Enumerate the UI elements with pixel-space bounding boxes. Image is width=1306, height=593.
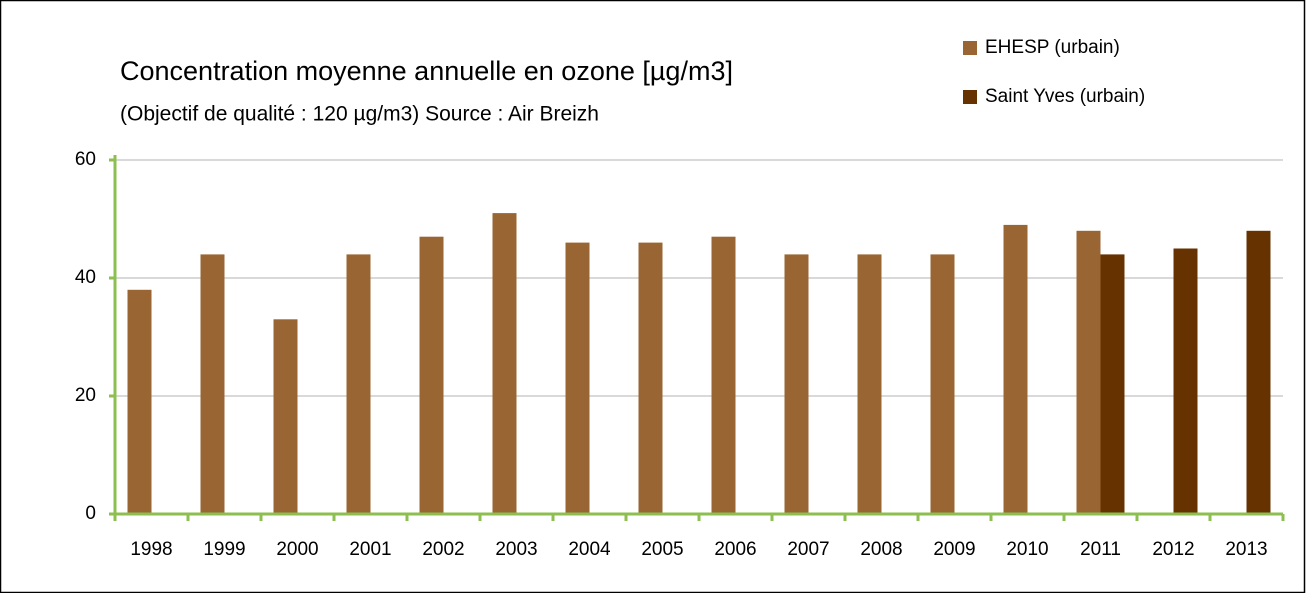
bar [638,242,663,514]
y-tick-label: 20 [75,385,96,406]
x-tick-label: 2008 [860,539,902,560]
x-tick-label: 2004 [568,539,611,560]
x-tick-label: 2007 [787,539,829,560]
bar [930,254,955,514]
legend-swatch [963,41,977,55]
bar [200,254,225,514]
x-tick-label: 2005 [641,539,683,560]
x-tick-label: 2010 [1006,539,1048,560]
bar [419,236,444,514]
bar [1003,224,1028,514]
bar [273,319,298,514]
x-tick-label: 2006 [714,539,756,560]
legend-swatch [963,90,977,104]
bar [127,289,152,514]
x-tick-label: 2000 [276,539,318,560]
x-tick-label: 2001 [349,539,391,560]
bar [1246,230,1271,515]
bar [492,213,517,514]
bar [711,236,736,514]
bar [565,242,590,514]
x-tick-label: 2002 [422,539,464,560]
x-tick-label: 2009 [933,539,975,560]
legend-label: EHESP (urbain) [985,37,1120,58]
bar [1100,254,1125,514]
chart-subtitle: (Objectif de qualité : 120 µg/m3) Source… [120,103,599,126]
chart-title: Concentration moyenne annuelle en ozone … [120,56,733,86]
bar [784,254,809,514]
y-tick-label: 0 [85,503,96,524]
bar [346,254,371,514]
x-tick-label: 1998 [130,539,172,560]
bar [1076,230,1101,515]
legend-label: Saint Yves (urbain) [985,86,1145,107]
bar [857,254,882,514]
x-tick-label: 2013 [1225,539,1267,560]
x-tick-label: 2011 [1080,539,1121,560]
y-tick-label: 40 [75,267,96,288]
bar [1173,248,1198,514]
x-tick-label: 1999 [203,539,245,560]
x-tick-label: 2012 [1152,539,1194,560]
x-tick-label: 2003 [495,539,537,560]
y-tick-label: 60 [75,149,96,170]
